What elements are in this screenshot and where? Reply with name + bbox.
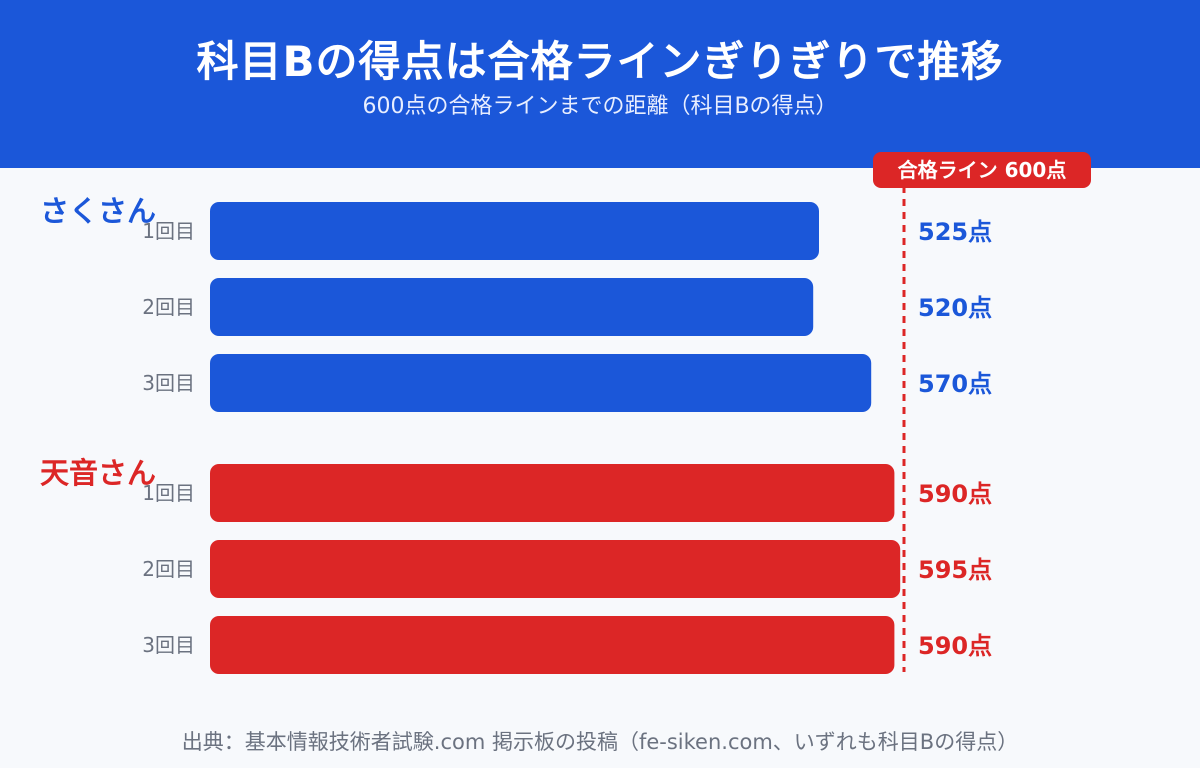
group-label-amane: 天音さん: [40, 456, 156, 490]
bar-amane-2: [210, 540, 901, 598]
attempt-label: 2回目: [142, 295, 195, 319]
attempt-label: 1回目: [142, 481, 195, 505]
attempt-label: 2回目: [142, 557, 195, 581]
attempt-label: 3回目: [142, 633, 195, 657]
group-label-sakusan: さくさん: [40, 194, 156, 228]
source-note: 出典：基本情報技術者試験.com 掲示板の投稿（fe-siken.com、いずれ…: [181, 730, 1019, 754]
header-banner: 科目Bの得点は合格ラインぎりぎりで推移 600点の合格ラインまでの距離（科目Bの…: [0, 0, 1200, 168]
value-label: 570点: [918, 370, 992, 398]
threshold-badge: 合格ライン 600点: [873, 152, 1091, 188]
bar-amane-1: [210, 464, 895, 522]
page-title: 科目Bの得点は合格ラインぎりぎりで推移: [196, 37, 1004, 86]
attempt-label: 3回目: [142, 371, 195, 395]
bar-amane-3: [210, 616, 895, 674]
value-label: 520点: [918, 294, 992, 322]
value-label: 590点: [918, 632, 992, 660]
bar-sakusan-2: [210, 278, 814, 336]
value-label: 595点: [918, 556, 992, 584]
value-label: 525点: [918, 218, 992, 246]
bar-sakusan-1: [210, 202, 819, 260]
page-subtitle: 600点の合格ラインまでの距離（科目Bの得点）: [362, 94, 838, 119]
attempt-label: 1回目: [142, 219, 195, 243]
value-label: 590点: [918, 480, 992, 508]
bar-sakusan-3: [210, 354, 872, 412]
